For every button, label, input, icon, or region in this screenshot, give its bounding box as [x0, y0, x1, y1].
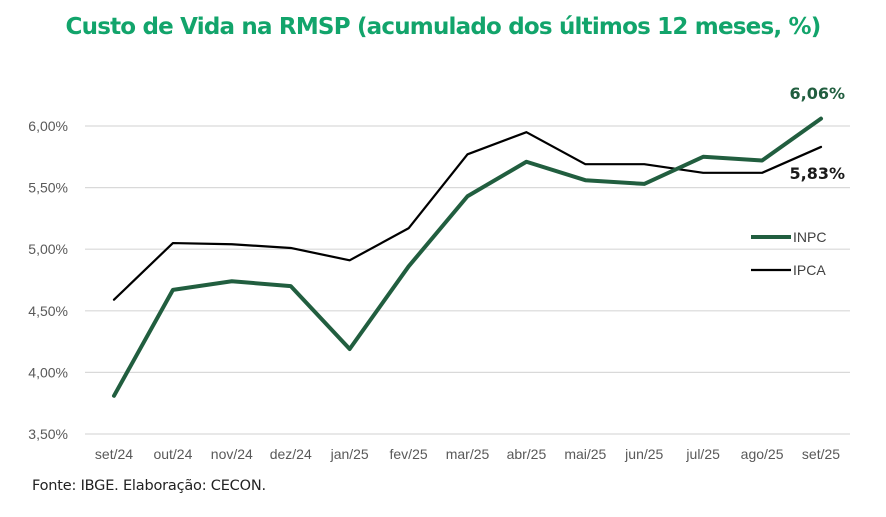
y-axis-ticks: 6,00% 5,50% 5,00% 4,50% 4,00% 3,50%	[28, 118, 68, 442]
y-tick-label: 3,50%	[28, 426, 68, 442]
x-tick-label: fev/25	[390, 446, 428, 462]
end-labels: 6,06% 5,83%	[789, 84, 845, 183]
x-tick-label: mai/25	[564, 446, 606, 462]
legend-label-ipca: IPCA	[793, 262, 826, 278]
legend: INPC IPCA	[751, 229, 826, 278]
y-tick-label: 5,50%	[28, 180, 68, 196]
x-tick-label: abr/25	[507, 446, 547, 462]
y-tick-label: 5,00%	[28, 241, 68, 257]
x-tick-label: mar/25	[446, 446, 490, 462]
y-tick-label: 4,00%	[28, 364, 68, 380]
end-label-inpc: 6,06%	[789, 84, 845, 103]
series-lines	[112, 116, 823, 398]
chart-title: Custo de Vida na RMSP (acumulado dos últ…	[65, 14, 822, 40]
end-label-ipca: 5,83%	[789, 164, 845, 183]
y-tick-label: 6,00%	[28, 118, 68, 134]
y-tick-label: 4,50%	[28, 303, 68, 319]
x-tick-label: jul/25	[685, 446, 720, 462]
x-tick-label: nov/24	[211, 446, 253, 462]
x-tick-label: jun/25	[624, 446, 663, 462]
x-tick-label: ago/25	[741, 446, 784, 462]
gridlines	[85, 125, 850, 435]
x-tick-label: out/24	[153, 446, 192, 462]
x-tick-label: set/25	[802, 446, 840, 462]
x-tick-label: dez/24	[270, 446, 312, 462]
series-line-inpc	[112, 116, 823, 398]
source-note: Fonte: IBGE. Elaboração: CECON.	[32, 478, 266, 494]
x-axis-ticks: set/24 out/24 nov/24 dez/24 jan/25 fev/25 mar/…	[95, 446, 840, 462]
legend-label-inpc: INPC	[793, 229, 826, 245]
x-tick-label: set/24	[95, 446, 133, 462]
x-tick-label: jan/25	[330, 446, 369, 462]
